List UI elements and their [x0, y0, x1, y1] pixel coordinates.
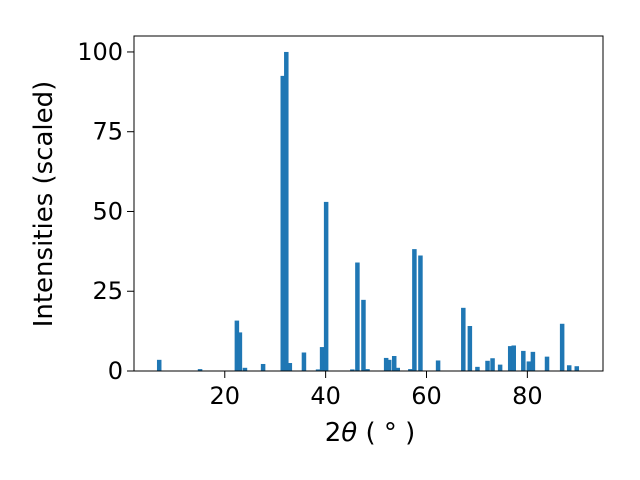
bar	[301, 352, 307, 371]
y-tick-label: 75	[92, 118, 123, 146]
bar	[319, 347, 325, 371]
bar	[574, 366, 580, 371]
bar	[242, 367, 248, 371]
bar	[475, 366, 480, 371]
x-axis-ticks: 20 40 60 80	[210, 371, 543, 410]
y-axis-label: Intensities (scaled)	[29, 81, 59, 328]
bars-group	[156, 51, 580, 371]
bar	[287, 363, 293, 371]
bar	[156, 359, 162, 371]
bar	[526, 361, 532, 371]
bar	[467, 326, 473, 371]
x-tick-label: 40	[310, 382, 341, 410]
bar	[418, 255, 423, 371]
bar	[315, 369, 321, 371]
bar	[383, 357, 389, 371]
x-tick-label: 60	[411, 382, 442, 410]
x-tick-label: 20	[210, 382, 241, 410]
bar	[280, 75, 286, 371]
y-tick-label: 25	[92, 277, 123, 305]
bar	[559, 323, 565, 371]
bar	[408, 369, 413, 371]
bar	[485, 360, 490, 371]
bar	[530, 351, 536, 371]
x-tick-label: 80	[512, 382, 543, 410]
bar	[511, 345, 516, 371]
y-tick-label: 0	[108, 357, 123, 385]
bar	[395, 367, 400, 371]
bar	[386, 359, 392, 371]
bar	[323, 201, 329, 371]
bar	[412, 249, 417, 371]
y-tick-label: 100	[77, 38, 123, 66]
plot-frame	[133, 35, 604, 372]
bar	[490, 358, 495, 371]
bar	[497, 364, 503, 371]
bar	[365, 369, 370, 371]
bar	[361, 299, 366, 371]
bar	[544, 356, 550, 371]
y-tick-label: 50	[92, 197, 123, 225]
x-axis-label: 2θ ( ° )	[325, 418, 416, 448]
bar	[197, 369, 203, 371]
bar	[355, 262, 360, 371]
bar	[435, 360, 441, 371]
bar	[284, 51, 289, 371]
bar	[566, 365, 572, 371]
bar	[391, 356, 397, 371]
bar	[234, 320, 240, 371]
bar	[260, 363, 266, 371]
bar	[507, 346, 513, 371]
bar	[350, 369, 355, 371]
bar	[237, 332, 243, 371]
y-axis-ticks: 0 25 50 75 100	[77, 38, 134, 385]
bar	[461, 307, 466, 371]
bar	[521, 350, 526, 371]
